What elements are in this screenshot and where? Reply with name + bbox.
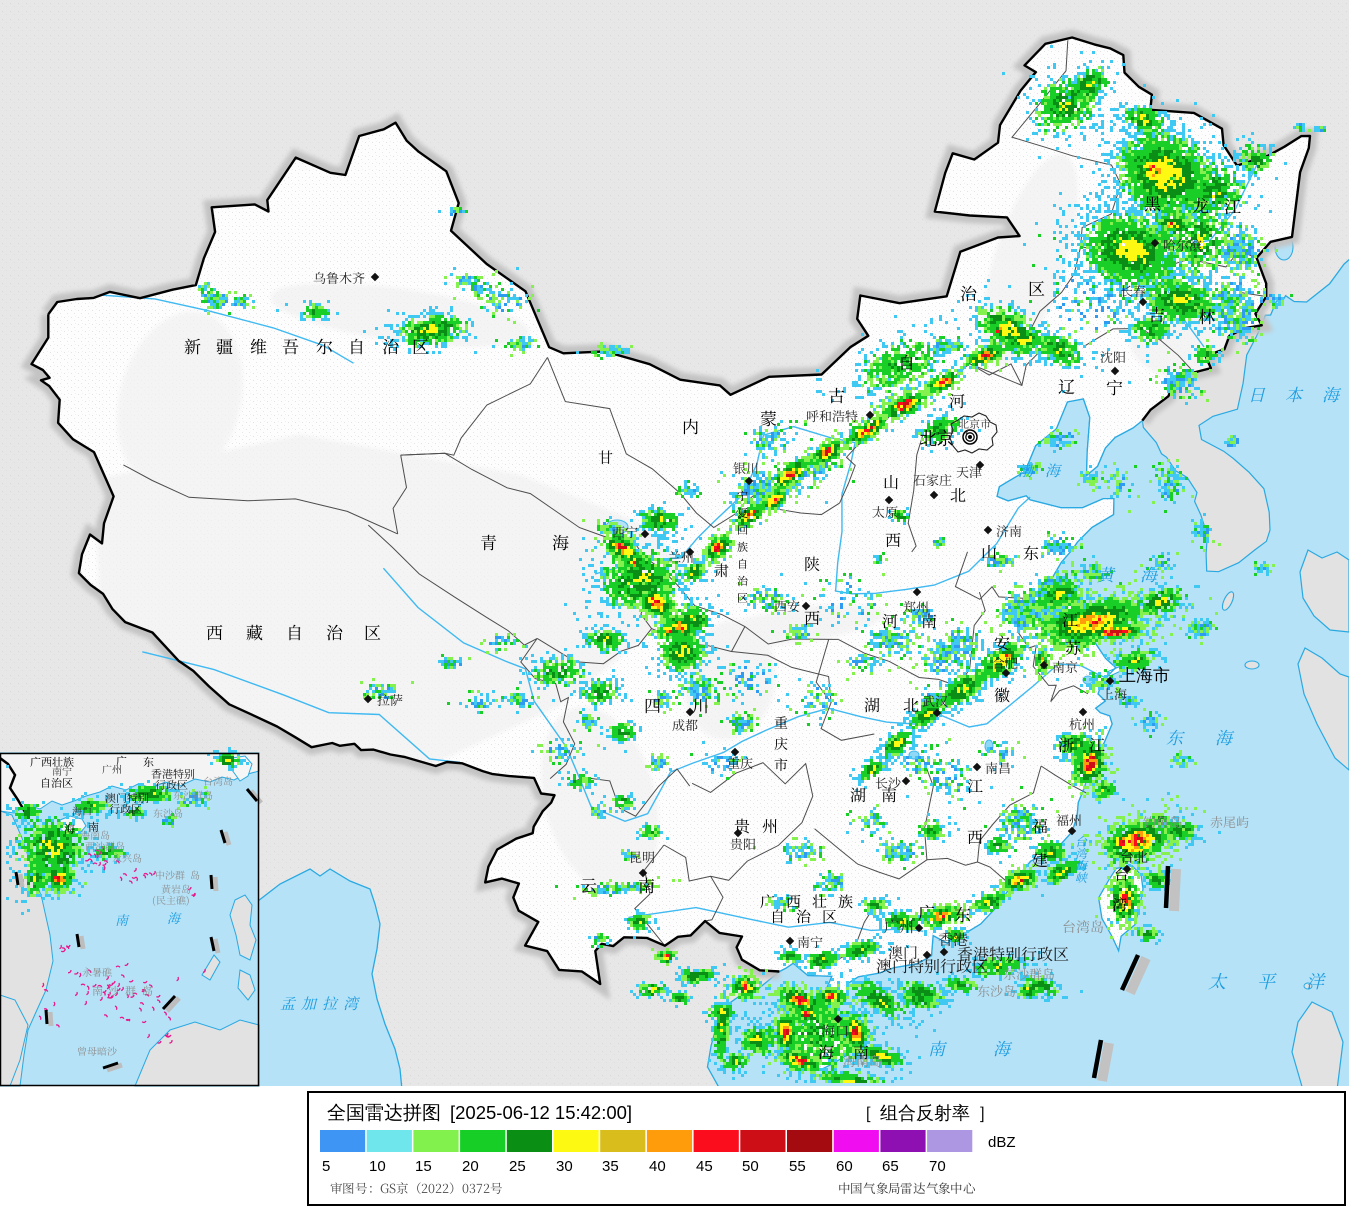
svg-text:30: 30 — [556, 1158, 573, 1175]
svg-text:25: 25 — [509, 1158, 526, 1175]
svg-text:55: 55 — [789, 1158, 806, 1175]
svg-text:70: 70 — [929, 1158, 946, 1175]
svg-text:15: 15 — [415, 1158, 432, 1175]
svg-text:65: 65 — [882, 1158, 899, 1175]
svg-text:[2025-06-12 15:42:00]: [2025-06-12 15:42:00] — [450, 1102, 632, 1123]
svg-text:20: 20 — [462, 1158, 479, 1175]
svg-text:60: 60 — [836, 1158, 853, 1175]
svg-text:50: 50 — [742, 1158, 759, 1175]
svg-text:45: 45 — [696, 1158, 713, 1175]
svg-text:dBZ: dBZ — [988, 1134, 1016, 1151]
svg-text:35: 35 — [602, 1158, 619, 1175]
svg-text:5: 5 — [322, 1158, 330, 1175]
svg-text:10: 10 — [369, 1158, 386, 1175]
svg-text:40: 40 — [649, 1158, 666, 1175]
